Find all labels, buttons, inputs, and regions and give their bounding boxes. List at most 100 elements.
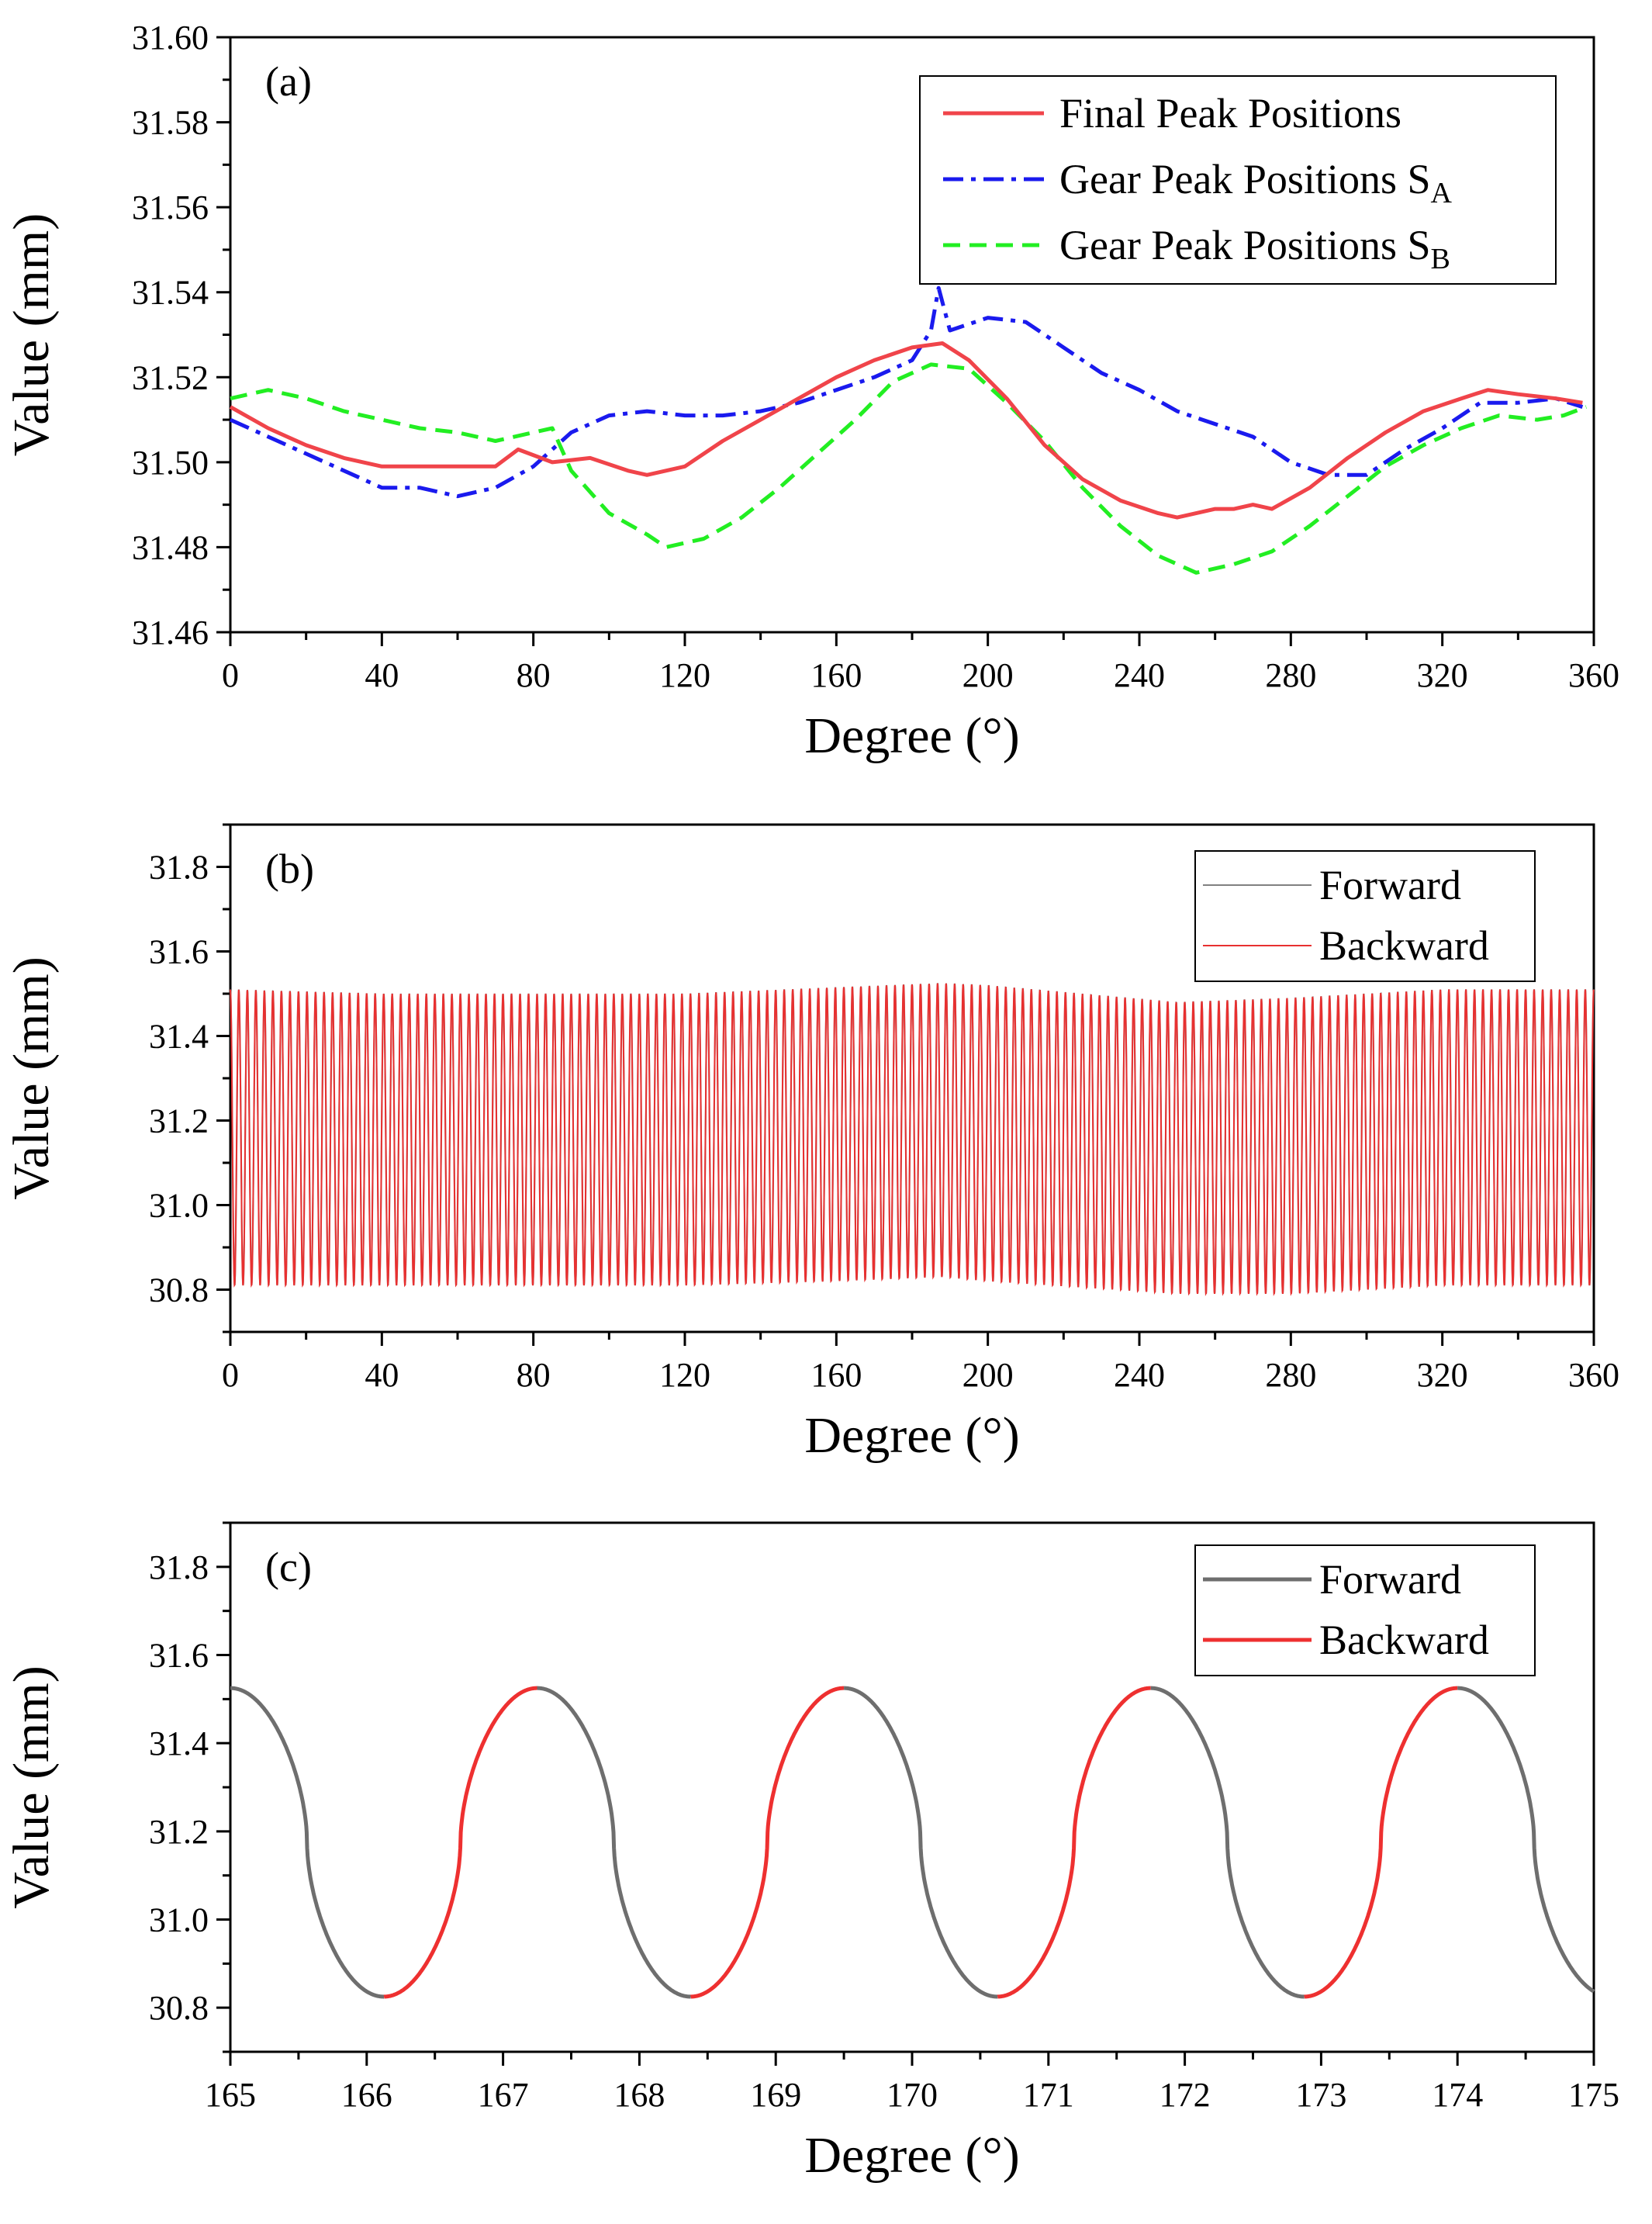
y-tick-label: 31.2 [149,1813,209,1851]
series-final-peak-positions [229,341,1583,520]
chart-b: 0 40 80 120 160 200 240 280 320 360 30.8 31.0 31.2 31… [3,823,1619,1464]
panel-label-c: (c) [265,1544,312,1590]
y-tick-label: 31.50 [132,444,209,482]
legend-entry-forward-b: Forward [1319,862,1461,908]
chart-a: 0 40 80 120 160 200 240 280 320 360 31.46 31.48 31.5… [3,19,1619,764]
x-tick-label: 120 [659,656,710,694]
x-tick-label: 80 [517,1356,551,1394]
y-tick-label: 31.0 [149,1901,209,1939]
x-tick-label: 40 [365,1356,399,1394]
y-axis-label-a: Value (mm) [3,213,60,456]
x-tick-label: 175 [1568,2076,1619,2114]
legend-entry-gear-sb-subscript: B [1431,243,1450,275]
legend-entry-gear-sb: Gear Peak Positions SB [1059,222,1450,275]
y-tick-label: 31.6 [149,933,209,971]
legend-entry-backward-b: Backward [1319,922,1489,969]
x-tick-label: 160 [810,656,862,694]
y-tick-label: 30.8 [149,1271,209,1309]
series-b [230,983,1595,1296]
y-tick-label: 31.6 [149,1637,209,1675]
legend-entry-gear-sa-name: Gear Peak Positions S [1059,156,1431,202]
legend-entry-forward-c: Forward [1319,1556,1461,1603]
legend-entry-final-peak: Final Peak Positions [1059,90,1401,137]
series-a [229,285,1588,575]
series-backward-c-segment [1302,1686,1460,1999]
series-forward-c-segment [1456,1686,1595,1994]
series-backward-c-segment [689,1686,845,1999]
y-tick-label: 31.4 [149,1724,209,1762]
x-tick-label: 240 [1114,1356,1165,1394]
y-tick-label: 31.4 [149,1018,209,1056]
x-tick-label: 166 [341,2076,392,2114]
y-tick-label: 31.2 [149,1102,209,1140]
legend-c: Forward Backward [1194,1544,1536,1676]
series-backward-c-segment [382,1686,539,1999]
panel-label-b: (b) [265,846,314,892]
x-tick-label: 167 [478,2076,529,2114]
series-backward-b [230,983,1595,1296]
x-tick-label: 171 [1023,2076,1074,2114]
y-tick-label: 31.8 [149,1548,209,1586]
series-forward-c-segment [229,1686,385,1999]
legend-entry-gear-sa: Gear Peak Positions SA [1059,156,1453,209]
panel-label-a: (a) [265,58,312,105]
x-tick-label: 168 [613,2076,665,2114]
y-tick-label: 31.54 [132,274,209,312]
x-tick-label: 174 [1432,2076,1483,2114]
x-tick-label: 320 [1417,656,1468,694]
series-forward-c-segment [1149,1686,1306,1999]
y-axis-label-c: Value (mm) [3,1665,60,1908]
ticks-a: 0 40 80 120 160 200 240 280 320 360 31.46 31.48 31.5… [132,19,1619,694]
x-tick-label: 80 [517,656,551,694]
y-tick-label: 30.8 [149,1989,209,2027]
x-tick-label: 170 [886,2076,938,2114]
legend-b: Forward Backward [1194,850,1536,982]
series-forward-b [230,983,1595,1295]
x-tick-label: 200 [963,656,1014,694]
legend-entry-backward-c: Backward [1319,1617,1489,1663]
x-tick-label: 280 [1265,1356,1316,1394]
legend-entry-gear-sb-name: Gear Peak Positions S [1059,222,1431,268]
legend-entry-gear-sa-subscript: A [1431,177,1453,209]
ticks-c: 165 166 167 168 169 170 171 172 173 174 175 30.8 31.… [149,1521,1619,2114]
series-forward-c-segment [535,1686,693,1999]
legend-box-c [1194,1544,1536,1676]
y-axis-label-b: Value (mm) [3,956,60,1199]
chart-c: 165 166 167 168 169 170 171 172 173 174 175 30.8 31.… [3,1521,1619,2184]
legend-box-b [1194,850,1536,982]
x-tick-label: 120 [659,1356,710,1394]
legend-entry-final-peak-name: Final Peak Positions [1059,90,1401,137]
y-tick-label: 31.56 [132,189,209,227]
legend-a: Final Peak Positions Gear Peak Positions… [919,75,1557,285]
x-tick-label: 360 [1568,656,1619,694]
series-backward-c-segment [996,1686,1153,1999]
series-c [229,1686,1595,1999]
x-tick-label: 200 [963,1356,1014,1394]
x-tick-label: 240 [1114,656,1165,694]
series-gear-peak-positions-sa [229,285,1584,499]
x-tick-label: 173 [1295,2076,1346,2114]
x-tick-label: 172 [1160,2076,1211,2114]
series-gear-peak-positions-sb [230,362,1588,575]
x-tick-label: 360 [1568,1356,1619,1394]
y-tick-label: 31.60 [132,19,209,57]
y-tick-label: 31.46 [132,614,209,652]
series-forward-c-segment [842,1686,1000,1999]
x-tick-label: 160 [810,1356,862,1394]
x-axis-label-c: Degree (°) [804,2127,1019,2184]
y-tick-label: 31.48 [132,528,209,566]
x-tick-label: 40 [365,656,399,694]
x-tick-label: 0 [222,1356,239,1394]
y-tick-label: 31.52 [132,358,209,396]
x-tick-label: 280 [1265,656,1316,694]
x-axis-label-a: Degree (°) [804,707,1019,764]
x-tick-label: 320 [1417,1356,1468,1394]
ticks-b: 0 40 80 120 160 200 240 280 320 360 30.8 31.0 31.2 31… [149,823,1619,1394]
y-tick-label: 31.58 [132,104,209,142]
x-tick-label: 0 [222,656,239,694]
x-axis-label-b: Degree (°) [804,1407,1019,1464]
y-tick-label: 31.8 [149,849,209,887]
y-tick-label: 31.0 [149,1187,209,1225]
x-tick-label: 165 [205,2076,256,2114]
